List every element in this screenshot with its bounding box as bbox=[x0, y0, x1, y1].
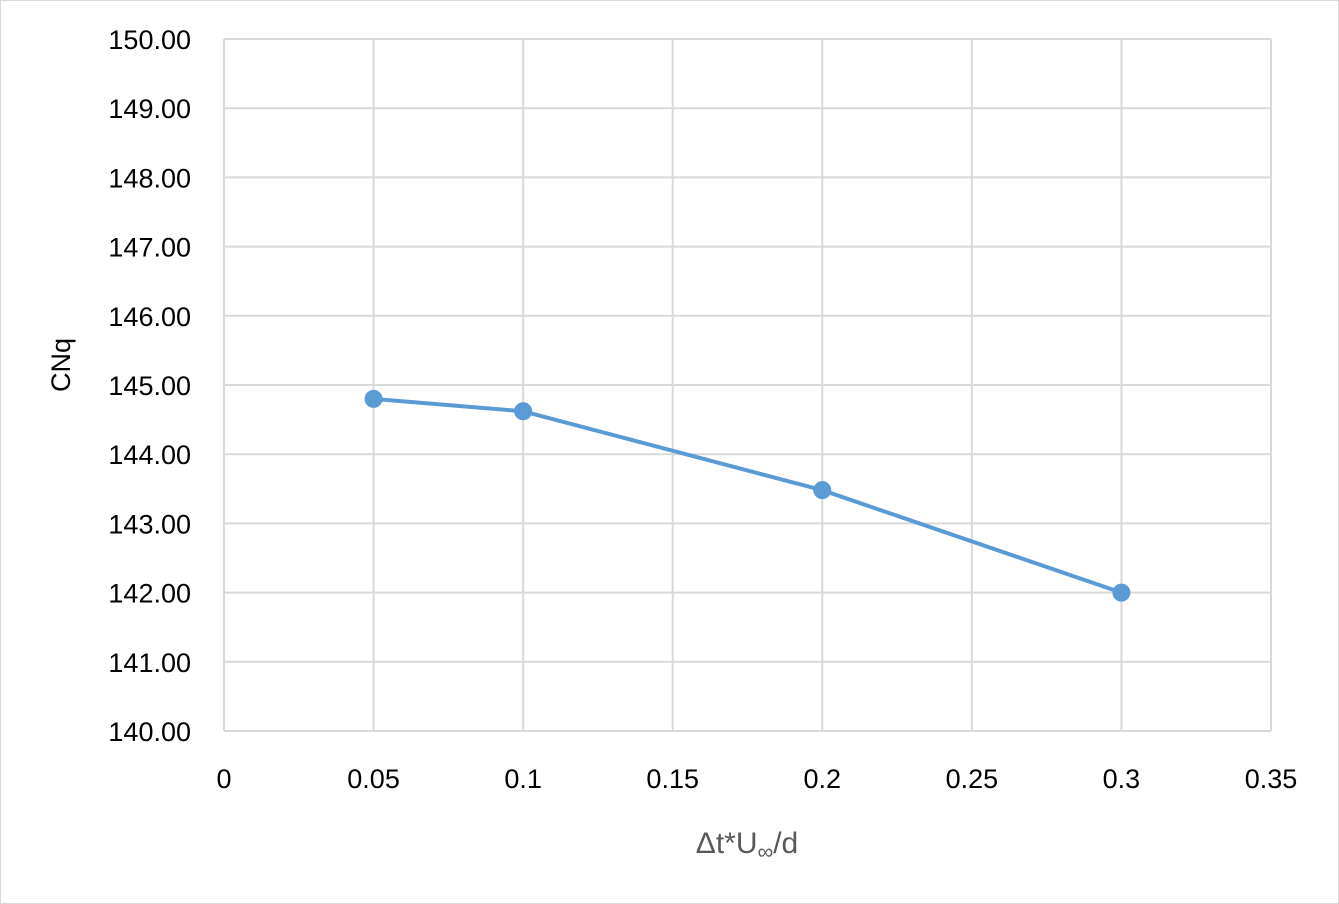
y-tick-label: 140.00 bbox=[108, 717, 191, 747]
x-tick-label: 0.3 bbox=[1103, 764, 1141, 794]
series-line bbox=[373, 396, 1123, 595]
y-tick-label: 143.00 bbox=[108, 509, 191, 539]
y-tick-label: 146.00 bbox=[108, 302, 191, 332]
y-tick-label: 148.00 bbox=[108, 163, 191, 193]
data-point bbox=[1112, 583, 1131, 602]
data-point bbox=[364, 389, 383, 408]
x-tick-label: 0.1 bbox=[504, 764, 542, 794]
series-group bbox=[364, 389, 1131, 602]
y-tick-label: 144.00 bbox=[108, 440, 191, 470]
y-tick-label: 150.00 bbox=[108, 25, 191, 55]
y-tick-label: 142.00 bbox=[108, 579, 191, 609]
x-tick-labels: 0 0.05 0.1 0.15 0.2 0.25 0.3 0.35 bbox=[216, 764, 1297, 794]
data-point bbox=[813, 481, 832, 500]
x-tick-label: 0.05 bbox=[347, 764, 400, 794]
x-tick-label: 0.2 bbox=[804, 764, 842, 794]
x-axis-title-main: Δt*U bbox=[696, 827, 758, 860]
y-tick-label: 145.00 bbox=[108, 371, 191, 401]
y-tick-label: 141.00 bbox=[108, 648, 191, 678]
gridlines bbox=[223, 38, 1272, 732]
y-axis-title: CNq bbox=[46, 338, 76, 392]
y-tick-label: 149.00 bbox=[108, 94, 191, 124]
x-tick-label: 0.35 bbox=[1245, 764, 1298, 794]
x-axis-title: Δt*U∞/d bbox=[696, 827, 798, 864]
x-tick-label: 0.15 bbox=[646, 764, 699, 794]
x-tick-label: 0 bbox=[216, 764, 231, 794]
y-tick-labels: 140.00 141.00 142.00 143.00 144.00 145.00 146.… bbox=[108, 25, 191, 747]
data-point bbox=[514, 402, 533, 421]
x-axis-title-subscript: ∞ bbox=[758, 839, 774, 864]
x-axis-title-suffix: /d bbox=[773, 827, 798, 860]
y-tick-label: 147.00 bbox=[108, 233, 191, 263]
x-tick-label: 0.25 bbox=[946, 764, 999, 794]
